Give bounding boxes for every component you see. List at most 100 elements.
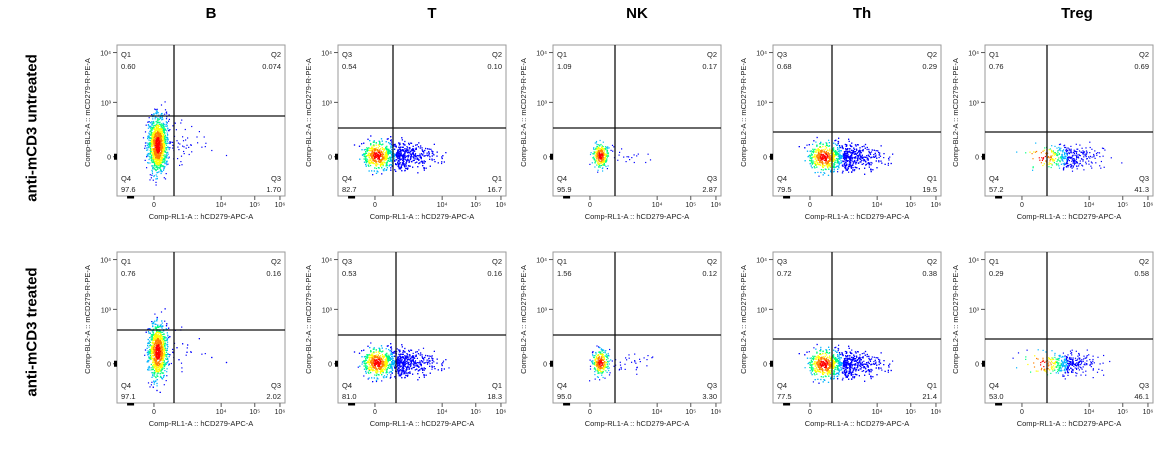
y-tick-label: 0 [328,155,332,162]
event-dots [353,135,447,176]
quadrant-name: Q1 [989,50,999,59]
x-tick-label: 10⁴ [872,202,883,209]
y-axis-marker [770,360,773,367]
quadrant-name: Q2 [1139,50,1149,59]
x-tick-label: 10⁵ [905,202,916,209]
x-axis-label: Comp-RL1-A :: hCD279-APC-A [370,212,475,221]
x-tick-label: 10⁵ [1117,409,1128,416]
x-tick-label: 10⁴ [216,202,227,209]
x-axis-marker [563,196,571,199]
x-tick-label: 10⁵ [685,202,696,209]
x-tick-label: 10⁶ [496,409,507,416]
x-axis-label: Comp-RL1-A :: hCD279-APC-A [805,212,910,221]
x-tick-label: 0 [152,409,156,416]
x-tick-label: 10⁵ [470,202,481,209]
row-title-untreated: anti-mCD3 untreated [23,54,41,202]
quadrant-name: Q4 [777,174,787,183]
quadrant-percentage: 53.0 [989,392,1004,401]
quadrant-name: Q2 [707,50,717,59]
y-tick-label: 10⁴ [968,258,979,265]
y-tick-label: 10³ [757,100,768,107]
x-tick-label: 0 [808,202,812,209]
quadrant-name: Q3 [707,174,717,183]
y-axis-marker [335,360,338,367]
y-tick-label: 10⁴ [321,51,332,58]
y-tick-label: 0 [107,362,111,369]
plot-frame [552,44,722,197]
column-title-t: T [427,5,437,22]
column-title-b: B [205,5,217,22]
y-axis-label: Comp-BL2-A :: mCD279-R-PE-A [304,58,313,167]
x-tick-label: 10⁶ [711,409,722,416]
event-dots [142,101,228,186]
x-tick-label: 0 [1020,409,1024,416]
quadrant-percentage: 19.5 [922,185,937,194]
row-title-treated: anti-mCD3 treated [23,267,41,397]
quadrant-percentage: 1.09 [557,62,572,71]
x-tick-label: 0 [373,202,377,209]
y-axis-label: Comp-BL2-A :: mCD279-R-PE-A [519,58,528,167]
y-tick-label: 10⁴ [536,51,547,58]
x-axis-label: Comp-RL1-A :: hCD279-APC-A [585,212,690,221]
y-tick-label: 10³ [537,307,548,314]
quadrant-percentage: 2.87 [702,185,717,194]
y-tick-label: 0 [543,155,547,162]
quadrant-name: Q4 [557,381,567,390]
y-tick-label: 10³ [969,307,980,314]
plot-frame [772,251,942,404]
quadrant-percentage: 3.30 [702,392,717,401]
y-axis-label: Comp-BL2-A :: mCD279-R-PE-A [739,58,748,167]
quadrant-percentage: 57.2 [989,185,1004,194]
quadrant-percentage: 0.16 [487,269,502,278]
y-tick-label: 10⁴ [756,258,767,265]
x-tick-label: 10⁶ [931,409,942,416]
quadrant-name: Q2 [492,257,502,266]
y-axis-marker [770,153,773,160]
quadrant-name: Q3 [1139,174,1149,183]
quadrant-percentage: 0.53 [342,269,357,278]
quadrant-name: Q4 [342,381,352,390]
y-axis-marker [982,360,985,367]
quadrant-percentage: 41.3 [1134,185,1149,194]
quadrant-name: Q2 [271,50,281,59]
y-tick-label: 10⁴ [536,258,547,265]
y-tick-label: 10⁴ [756,51,767,58]
quadrant-name: Q1 [989,257,999,266]
quadrant-percentage: 0.60 [121,62,136,71]
y-axis-label: Comp-BL2-A :: mCD279-R-PE-A [951,58,960,167]
quadrant-name: Q3 [777,257,787,266]
x-tick-label: 10⁶ [1143,202,1154,209]
quadrant-percentage: 0.10 [487,62,502,71]
x-axis-marker [348,403,356,406]
y-tick-label: 0 [975,362,979,369]
quadrant-name: Q2 [1139,257,1149,266]
quadrant-percentage: 0.76 [989,62,1004,71]
y-tick-label: 10³ [757,307,768,314]
x-axis-label: Comp-RL1-A :: hCD279-APC-A [1017,419,1122,428]
event-dots [798,136,894,177]
quadrant-name: Q1 [557,50,567,59]
y-axis-label: Comp-BL2-A :: mCD279-R-PE-A [519,265,528,374]
event-dots [1012,349,1111,380]
y-axis-label: Comp-BL2-A :: mCD279-R-PE-A [83,58,92,167]
quadrant-percentage: 0.76 [121,269,136,278]
quadrant-percentage: 0.54 [342,62,357,71]
quadrant-name: Q1 [121,50,131,59]
event-dots [144,308,228,393]
x-tick-label: 10⁵ [905,409,916,416]
event-dots [589,139,652,173]
quadrant-percentage: 82.7 [342,185,357,194]
quadrant-percentage: 0.69 [1134,62,1149,71]
x-tick-label: 10⁴ [872,409,883,416]
quadrant-percentage: 0.17 [702,62,717,71]
quadrant-percentage: 0.12 [702,269,717,278]
quadrant-percentage: 0.074 [262,62,281,71]
quadrant-percentage: 2.02 [266,392,281,401]
x-tick-label: 10⁴ [437,202,448,209]
quadrant-percentage: 95.0 [557,392,572,401]
y-tick-label: 0 [763,362,767,369]
event-dots [589,345,654,382]
